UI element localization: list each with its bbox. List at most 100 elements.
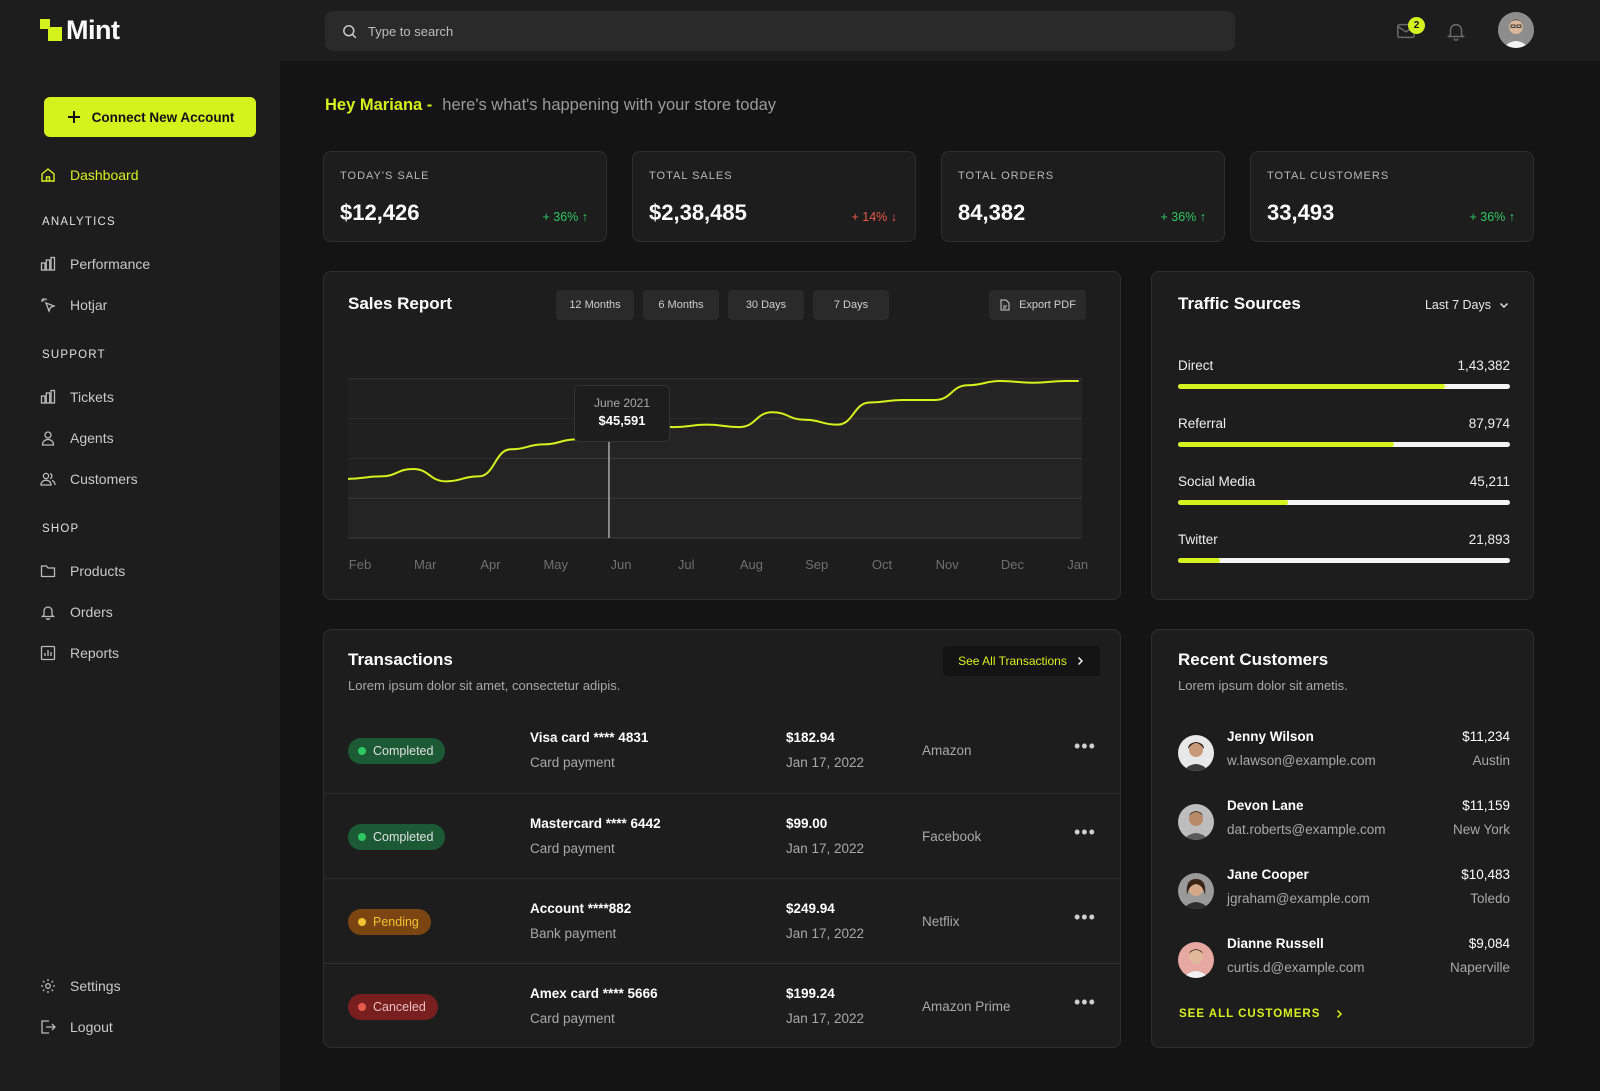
section-label-analytics: ANALYTICS	[42, 216, 116, 228]
payment-method: Amex card **** 5666	[530, 986, 658, 1001]
app-name: Mint	[66, 14, 120, 45]
customer-amount: $10,483	[1461, 867, 1510, 882]
transaction-date: Jan 17, 2022	[786, 1011, 865, 1026]
sidebar-item-reports[interactable]: Reports	[40, 642, 119, 664]
chart-series-line	[347, 379, 1079, 483]
stat-card-total-orders: TOTAL ORDERS 84,382 + 36% ↑	[941, 151, 1225, 242]
sidebar-item-label: Orders	[70, 604, 113, 620]
more-options-icon[interactable]: •••	[1074, 822, 1096, 842]
search-bar[interactable]	[325, 11, 1235, 51]
traffic-value: 1,43,382	[1457, 358, 1510, 373]
export-pdf-button[interactable]: Export PDF	[989, 290, 1086, 320]
sales-report-title: Sales Report	[348, 294, 452, 313]
range-30-days[interactable]: 30 Days	[728, 290, 804, 320]
see-all-transactions-label: See All Transactions	[958, 654, 1067, 668]
transaction-date: Jan 17, 2022	[786, 841, 865, 856]
payment-method: Visa card **** 4831	[530, 730, 649, 745]
recent-customers-card: Recent Customers Lorem ipsum dolor sit a…	[1151, 629, 1534, 1048]
x-tick-label: Jan	[1067, 557, 1088, 572]
status-label: Pending	[373, 915, 419, 929]
traffic-bar	[1178, 384, 1510, 389]
traffic-bar	[1178, 442, 1510, 447]
see-all-transactions-button[interactable]: See All Transactions	[943, 646, 1100, 676]
range-12-months[interactable]: 12 Months	[556, 290, 634, 320]
table-row[interactable]: Completed Visa card **** 4831 Card payme…	[324, 708, 1120, 793]
stat-change: + 36% ↑	[1469, 210, 1515, 224]
customer-amount: $9,084	[1468, 936, 1510, 951]
x-tick-label: Mar	[414, 557, 437, 572]
cursor-click-icon	[41, 298, 56, 313]
search-input[interactable]	[368, 23, 1168, 39]
traffic-label: Referral	[1178, 416, 1227, 431]
list-item[interactable]: Jane Cooper jgraham@example.com $10,483 …	[1178, 867, 1510, 917]
stat-value: $12,426	[340, 200, 420, 225]
sidebar-item-products[interactable]: Products	[40, 560, 125, 582]
notifications-button[interactable]	[1445, 20, 1469, 44]
mail-button[interactable]: 2	[1395, 17, 1425, 44]
sidebar-item-performance[interactable]: Performance	[40, 253, 150, 275]
users-icon	[40, 472, 56, 486]
table-row[interactable]: Completed Mastercard **** 6442 Card paym…	[324, 793, 1120, 878]
sidebar: Connect New Account Dashboard ANALYTICS …	[0, 61, 280, 1091]
payment-type: Card payment	[530, 755, 615, 770]
connect-new-account-button[interactable]: Connect New Account	[44, 97, 256, 137]
search-icon	[343, 24, 357, 38]
merchant: Facebook	[922, 829, 982, 844]
transaction-amount: $99.00	[786, 816, 828, 831]
sidebar-item-agents[interactable]: Agents	[40, 427, 114, 449]
transactions-card: Transactions Lorem ipsum dolor sit amet,…	[323, 629, 1121, 1048]
list-item[interactable]: Devon Lane dat.roberts@example.com $11,1…	[1178, 798, 1510, 848]
range-6-months[interactable]: 6 Months	[643, 290, 719, 320]
status-label: Completed	[373, 744, 434, 758]
user-avatar[interactable]	[1498, 12, 1534, 48]
sidebar-item-settings[interactable]: Settings	[40, 975, 121, 997]
chevron-down-icon	[1500, 303, 1508, 308]
x-tick-label: Feb	[349, 557, 371, 572]
traffic-bar-fill	[1178, 442, 1394, 447]
stat-label: TOTAL SALES	[649, 170, 733, 182]
report-icon	[40, 645, 56, 661]
table-row[interactable]: Canceled Amex card **** 5666 Card paymen…	[324, 963, 1120, 1047]
customer-name: Jane Cooper	[1227, 867, 1309, 882]
tooltip-value: $45,591	[598, 413, 646, 428]
traffic-label: Direct	[1178, 358, 1214, 373]
stat-card-total-customers: TOTAL CUSTOMERS 33,493 + 36% ↑	[1250, 151, 1534, 242]
traffic-range-dropdown[interactable]: Last 7 Days	[1425, 298, 1509, 312]
avatar	[1178, 804, 1214, 840]
transactions-title: Transactions	[348, 650, 453, 669]
bell-icon	[1446, 23, 1466, 41]
chart-area-mask	[348, 379, 1079, 482]
status-label: Completed	[373, 830, 434, 844]
chevron-right-icon	[1337, 1009, 1343, 1019]
sidebar-item-logout[interactable]: Logout	[40, 1016, 113, 1038]
x-tick-label: May	[543, 557, 568, 572]
transaction-date: Jan 17, 2022	[786, 926, 865, 941]
sidebar-item-hotjar[interactable]: Hotjar	[40, 294, 107, 316]
list-item[interactable]: Dianne Russell curtis.d@example.com $9,0…	[1178, 936, 1510, 986]
traffic-bar-fill	[1178, 558, 1220, 563]
table-row[interactable]: Pending Account ****882 Bank payment $24…	[324, 878, 1120, 963]
stat-change: + 36% ↑	[1160, 210, 1206, 224]
sidebar-item-label: Tickets	[70, 389, 114, 405]
sidebar-item-label: Agents	[70, 430, 114, 446]
sidebar-item-dashboard[interactable]: Dashboard	[40, 164, 139, 186]
more-options-icon[interactable]: •••	[1074, 736, 1096, 756]
sidebar-item-orders[interactable]: Orders	[40, 601, 113, 623]
more-options-icon[interactable]: •••	[1074, 992, 1096, 1012]
more-options-icon[interactable]: •••	[1074, 907, 1096, 927]
sidebar-item-customers[interactable]: Customers	[40, 468, 138, 490]
traffic-bar-fill	[1178, 500, 1288, 505]
list-item[interactable]: Jenny Wilson w.lawson@example.com $11,23…	[1178, 729, 1510, 779]
transaction-amount: $199.24	[786, 986, 835, 1001]
x-tick-label: Sep	[805, 557, 828, 572]
range-7-days[interactable]: 7 Days	[813, 290, 889, 320]
logo[interactable]: Mint	[40, 14, 120, 45]
status-badge: Completed	[348, 824, 446, 850]
customer-email: jgraham@example.com	[1227, 891, 1370, 906]
recent-customers-subtitle: Lorem ipsum dolor sit ametis.	[1178, 678, 1348, 693]
customer-name: Devon Lane	[1227, 798, 1304, 813]
stat-value: 84,382	[958, 200, 1026, 225]
traffic-value: 87,974	[1468, 416, 1510, 431]
sidebar-item-tickets[interactable]: Tickets	[40, 386, 114, 408]
see-all-customers-link[interactable]: SEE ALL CUSTOMERS	[1179, 1008, 1344, 1020]
